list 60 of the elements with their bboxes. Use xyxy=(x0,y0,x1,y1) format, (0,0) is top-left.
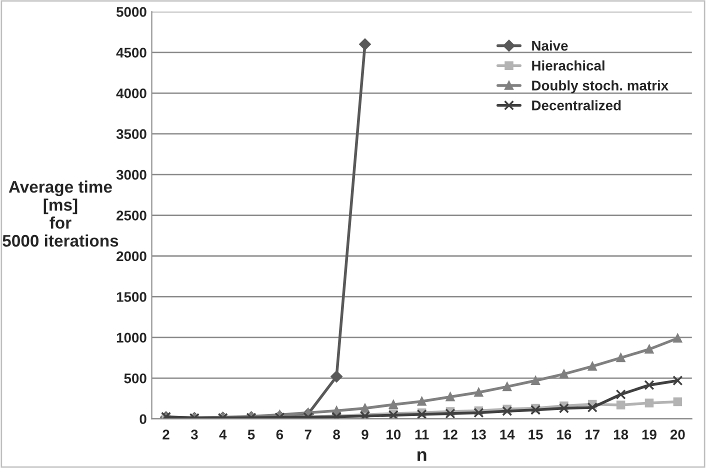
point xyxy=(446,392,455,402)
y-tick-label: 2000 xyxy=(116,251,146,262)
x-tick-label: 16 xyxy=(557,430,572,440)
x-tick-label: 3 xyxy=(190,430,198,440)
x-tick-label: 11 xyxy=(415,430,429,440)
point xyxy=(587,402,598,413)
point xyxy=(360,404,370,413)
point xyxy=(672,376,683,386)
y-tick-label: 1500 xyxy=(116,292,146,302)
x-tick-label: 9 xyxy=(362,430,368,440)
y-tick-label: 0 xyxy=(140,414,146,424)
y-tick-label: 3000 xyxy=(116,170,146,180)
x-axis-title: n xyxy=(418,451,426,461)
x-tick-label: 10 xyxy=(386,430,401,440)
point xyxy=(502,406,512,416)
point xyxy=(560,370,568,378)
x-tick-label: 15 xyxy=(528,430,543,440)
point xyxy=(330,370,342,382)
x-tick-label: 13 xyxy=(472,430,486,440)
point xyxy=(673,397,682,406)
point xyxy=(616,400,626,410)
point xyxy=(417,396,426,406)
legend-label: Decentralized xyxy=(532,100,621,110)
point xyxy=(389,400,398,409)
point xyxy=(644,344,654,354)
x-tick-label: 20 xyxy=(670,430,685,440)
x-tick-label: 17 xyxy=(586,430,600,440)
point xyxy=(616,389,626,400)
y-tick-label: 2500 xyxy=(116,210,146,220)
y-tick-label: 1000 xyxy=(116,332,146,343)
point xyxy=(502,382,512,392)
point xyxy=(616,353,626,362)
point xyxy=(445,408,456,419)
y-tick-label: 4500 xyxy=(116,48,146,58)
y-tick-label: 4000 xyxy=(116,88,146,98)
y-tick-label: 500 xyxy=(124,373,146,384)
point xyxy=(644,398,654,408)
x-tick-label: 6 xyxy=(276,430,284,440)
point xyxy=(644,380,654,390)
y-tick-label: 3500 xyxy=(116,129,146,140)
x-tick-label: 5 xyxy=(248,430,255,440)
x-tick-label: 19 xyxy=(642,430,656,440)
point xyxy=(673,334,682,343)
legend-label: Naive xyxy=(532,40,568,51)
x-tick-label: 18 xyxy=(614,430,628,440)
point xyxy=(558,403,570,414)
x-tick-label: 4 xyxy=(219,430,227,440)
point xyxy=(359,38,371,50)
x-tick-label: 12 xyxy=(443,430,458,440)
x-tick-label: 14 xyxy=(500,430,515,440)
x-tick-label: 8 xyxy=(333,430,340,440)
point xyxy=(588,362,597,371)
x-tick-label: 2 xyxy=(162,430,170,440)
x-tick-label: 7 xyxy=(304,430,312,440)
y-tick-label: 5000 xyxy=(116,7,146,17)
legend-label: Hierachical xyxy=(532,60,604,71)
legend-label: Doubly stoch. matrix xyxy=(532,80,668,94)
point xyxy=(531,376,540,385)
point xyxy=(474,408,484,418)
point xyxy=(474,388,484,397)
